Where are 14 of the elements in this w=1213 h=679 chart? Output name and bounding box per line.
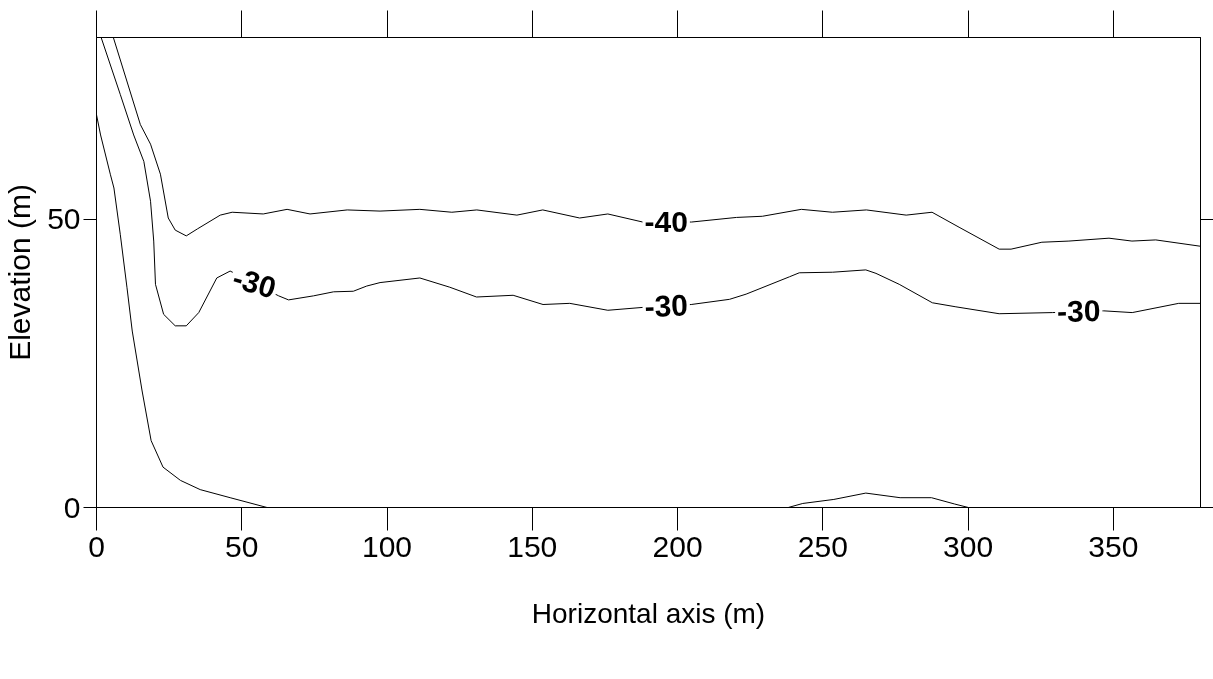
annotation: -40	[644, 205, 688, 239]
x-axis-title: Horizontal axis (m)	[531, 597, 766, 629]
x-tick-label: 300	[943, 529, 994, 563]
x-tick-label: 250	[797, 529, 848, 563]
x-tick-label: 50	[225, 529, 259, 563]
x-tick-label: 100	[362, 529, 413, 563]
x-tick-label: 0	[88, 529, 105, 563]
x-tick-label: 200	[652, 529, 703, 563]
x-tick-label: 350	[1088, 529, 1139, 563]
annotation: -30	[1056, 293, 1101, 328]
annotation: -30	[643, 288, 689, 323]
x-tick-label: 150	[507, 529, 558, 563]
annotation: -30	[228, 260, 280, 305]
y-axis-title: Elevation (m)	[3, 184, 37, 361]
